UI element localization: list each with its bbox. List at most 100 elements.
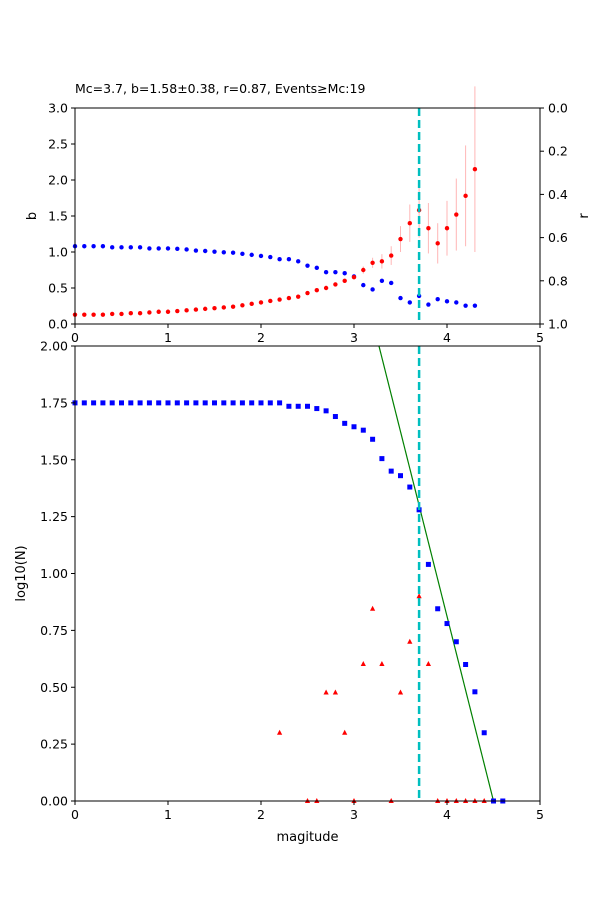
b-point (165, 309, 171, 314)
b-point (258, 300, 264, 305)
x-tick-label: 4 (443, 330, 451, 345)
b-point (398, 236, 403, 242)
b-point (286, 295, 292, 301)
bottom-x-ticks: 0 1 2 3 4 5 (71, 801, 544, 822)
r-point (230, 250, 236, 255)
cumulative-point (295, 403, 301, 409)
cumulative-point (202, 400, 208, 406)
r-point (342, 271, 347, 276)
b-point (230, 304, 236, 309)
b-point (268, 298, 273, 304)
y-tick-label: 0.00 (40, 794, 68, 809)
x-tick-label: 2 (257, 330, 265, 345)
r-point (277, 257, 282, 262)
incremental-point (370, 605, 376, 611)
x-tick-label: 3 (350, 807, 358, 822)
b-point (333, 282, 338, 287)
y2-tick-label: 0.6 (548, 230, 568, 245)
incremental-point (323, 689, 329, 695)
cumulative-point (109, 400, 115, 406)
cumulative-point (277, 400, 283, 406)
b-point (193, 307, 199, 312)
bottom-plot-area (72, 346, 506, 804)
r-point (389, 280, 394, 286)
cumulative-point (351, 424, 357, 430)
cumulative-point (314, 406, 320, 412)
b-point (472, 167, 478, 172)
y-tick-label: 0.0 (48, 317, 68, 332)
cumulative-point (156, 400, 162, 406)
incremental-point (397, 689, 404, 695)
r-point (240, 251, 245, 256)
r-point (333, 269, 338, 275)
r-point (323, 269, 329, 275)
r-point (137, 245, 143, 250)
r-point (361, 282, 366, 288)
incremental-point (416, 593, 422, 599)
incremental-point (277, 729, 283, 735)
b-point (91, 312, 96, 317)
b-point (314, 287, 319, 293)
r-point (305, 263, 310, 268)
cumulative-point (360, 427, 366, 433)
r-point (426, 302, 431, 307)
fit-line (378, 346, 495, 801)
r-point (286, 257, 292, 262)
b-point (277, 297, 282, 302)
top-y-ticks: 0.0 0.5 1.0 1.5 2.0 2.5 3.0 (48, 101, 75, 332)
b-point (249, 301, 254, 307)
b-point (137, 311, 143, 316)
frequency-magnitude-panel: 0 1 2 3 4 5 0.00 0.25 0.50 0.75 1.00 1.25 1.50 1.75 2… (14, 339, 544, 846)
y2-tick-label: 1.0 (548, 317, 568, 332)
r-point (175, 246, 180, 252)
x-tick-label: 1 (164, 807, 172, 822)
incremental-point (360, 661, 366, 667)
y2-tick-label: 0.8 (548, 273, 568, 288)
r-point (128, 245, 133, 250)
incremental-point (379, 661, 385, 667)
cumulative-point (398, 473, 403, 479)
y2-tick-label: 0.2 (548, 144, 568, 159)
r-point (258, 253, 264, 259)
x-tick-label: 5 (536, 330, 544, 345)
cumulative-point (100, 400, 106, 406)
cumulative-point (332, 414, 338, 420)
cumulative-point (286, 403, 292, 409)
b-point (147, 310, 152, 315)
b-point (379, 259, 385, 264)
r-point (454, 300, 459, 305)
y-tick-label: 3.0 (48, 101, 68, 116)
x-tick-label: 3 (350, 330, 358, 345)
b-point (175, 308, 180, 314)
b-point (389, 253, 394, 258)
b-point (156, 309, 161, 314)
cumulative-point (370, 436, 376, 442)
y-tick-label: 0.5 (48, 281, 68, 296)
cumulative-point (435, 606, 441, 612)
b-point (203, 306, 208, 312)
b-point (323, 285, 329, 291)
x-axis-label: magitude (276, 830, 338, 845)
r-point (119, 245, 124, 250)
b-point (342, 278, 347, 283)
b-point (444, 226, 450, 231)
r-point (444, 299, 450, 304)
r-point (249, 252, 254, 258)
b-point (110, 311, 115, 317)
bottom-axes-frame (74, 345, 541, 802)
x-tick-label: 1 (164, 330, 172, 345)
b-point (454, 212, 459, 217)
b-point (82, 312, 87, 317)
b-point (370, 260, 375, 265)
x-tick-label: 4 (443, 807, 451, 822)
r-point (268, 254, 273, 260)
x-tick-label: 0 (71, 807, 79, 822)
cumulative-point (128, 400, 134, 406)
y-tick-label: 1.00 (40, 566, 68, 581)
cumulative-point (444, 621, 450, 627)
cumulative-point (174, 400, 180, 406)
r-point (370, 287, 375, 292)
incremental-point (342, 729, 348, 735)
cumulative-point (212, 400, 217, 406)
b-point (184, 308, 189, 313)
